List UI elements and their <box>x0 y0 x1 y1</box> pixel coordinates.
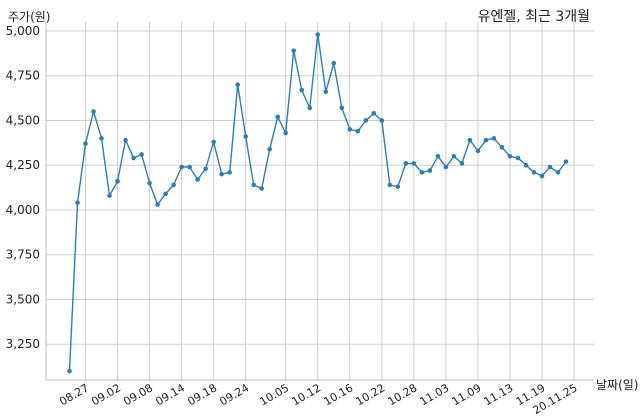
data-point <box>99 136 104 141</box>
data-point <box>499 145 505 150</box>
y-tick-label: 4,250 <box>6 158 40 172</box>
data-point <box>307 105 313 111</box>
data-point <box>427 168 433 173</box>
data-point <box>563 159 569 164</box>
y-tick-label: 4,000 <box>6 203 40 217</box>
series-layer <box>67 32 569 374</box>
data-point <box>387 182 393 188</box>
data-point <box>155 202 160 207</box>
data-point <box>67 368 72 374</box>
x-axis-title: 날짜(일) <box>596 378 638 392</box>
data-point <box>331 60 337 66</box>
data-point <box>555 170 561 175</box>
data-point <box>355 128 361 134</box>
data-point <box>483 137 489 143</box>
y-tick-label: 3,750 <box>6 248 40 262</box>
data-point <box>267 146 273 152</box>
data-point <box>75 200 80 206</box>
data-point <box>235 82 240 87</box>
data-point <box>339 105 345 111</box>
y-tick-label: 4,500 <box>6 113 40 127</box>
data-point <box>323 89 329 95</box>
axes <box>45 22 594 381</box>
y-tick-label: 5,000 <box>6 24 40 38</box>
chart-title: 유엔젤, 최근 3개월 <box>478 9 590 25</box>
data-point <box>451 153 457 159</box>
data-point <box>211 139 216 145</box>
data-point <box>443 164 449 170</box>
data-point <box>363 118 369 123</box>
data-point <box>475 148 481 154</box>
y-tick-label: 4,750 <box>6 69 40 83</box>
data-point <box>419 170 425 175</box>
data-point <box>275 114 281 120</box>
data-point <box>131 155 136 161</box>
data-point <box>115 179 120 184</box>
data-point <box>139 152 144 157</box>
data-point <box>291 48 297 53</box>
data-point <box>467 137 473 143</box>
data-point <box>195 177 200 182</box>
data-point <box>539 173 545 179</box>
y-axis-title: 주가(원) <box>8 10 50 24</box>
data-point <box>83 141 88 147</box>
y-tick-label: 3,500 <box>6 292 40 306</box>
grid <box>46 22 594 380</box>
data-point <box>371 110 377 116</box>
data-point <box>171 182 176 188</box>
data-point <box>411 161 417 166</box>
data-point <box>523 162 529 168</box>
data-point <box>91 109 96 114</box>
data-point <box>547 164 553 170</box>
data-point <box>315 32 321 37</box>
data-point <box>187 164 192 170</box>
data-point <box>227 170 232 175</box>
y-tick-label: 3,250 <box>6 337 40 351</box>
data-point <box>531 170 537 175</box>
data-point <box>259 186 264 191</box>
data-point <box>379 118 385 123</box>
data-point <box>179 164 184 170</box>
data-point <box>299 87 305 93</box>
data-point <box>243 134 248 139</box>
data-point <box>459 161 465 166</box>
data-point <box>515 155 521 161</box>
data-point <box>491 136 497 141</box>
data-point <box>395 184 401 189</box>
data-point <box>219 171 224 177</box>
data-point <box>283 130 289 136</box>
data-point <box>147 180 152 186</box>
data-point <box>107 193 112 198</box>
data-point <box>507 153 513 159</box>
data-point <box>435 153 441 159</box>
data-point <box>251 182 256 188</box>
data-point <box>347 127 353 132</box>
data-point <box>203 166 208 172</box>
data-point <box>123 137 128 143</box>
data-point <box>403 161 409 166</box>
data-point <box>163 191 168 197</box>
